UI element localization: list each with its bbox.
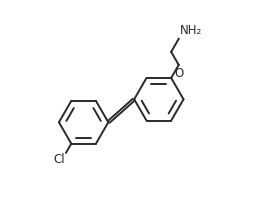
Text: Cl: Cl — [54, 153, 65, 166]
Text: O: O — [174, 67, 183, 80]
Text: NH₂: NH₂ — [180, 24, 202, 37]
